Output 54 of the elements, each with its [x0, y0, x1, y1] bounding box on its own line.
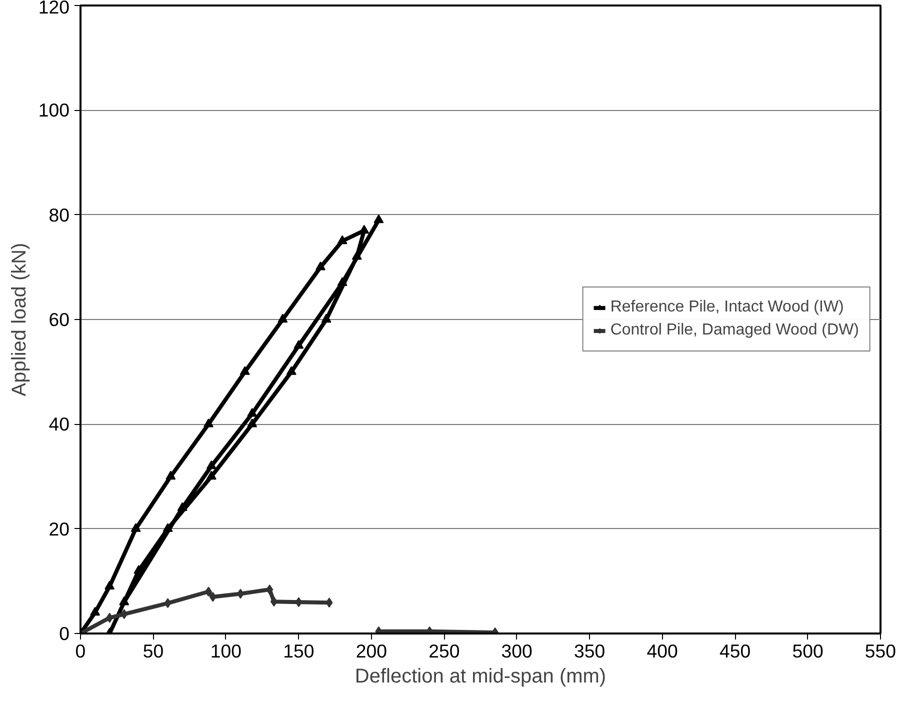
point	[177, 502, 188, 511]
x-tick-label: 50	[142, 640, 164, 662]
y-tick-label: 100	[38, 100, 70, 121]
y-tick-label: 0	[59, 623, 70, 644]
point	[106, 612, 114, 623]
point	[119, 596, 130, 606]
x-tick-label: 550	[864, 640, 896, 662]
y-tick-label: 40	[48, 414, 70, 435]
x-tick-label: 250	[428, 640, 460, 662]
point	[247, 418, 258, 428]
point	[270, 596, 278, 607]
point	[278, 314, 288, 323]
point	[352, 251, 362, 260]
point	[316, 261, 326, 270]
x-tick-label: 150	[283, 640, 314, 662]
point	[359, 224, 370, 234]
x-tick-label: 400	[646, 640, 678, 662]
point	[130, 523, 141, 532]
point	[166, 470, 176, 480]
point	[295, 597, 302, 608]
point	[266, 584, 274, 595]
x-axis-title: Deflection at mid-span (mm)	[354, 666, 606, 688]
point	[162, 523, 173, 532]
y-tick-label: 20	[48, 518, 70, 540]
x-tick-label: 200	[356, 640, 387, 662]
y-axis-title: Applied load (kN)	[8, 242, 30, 396]
point	[337, 277, 348, 286]
point	[90, 606, 100, 616]
point	[164, 598, 172, 608]
point	[104, 580, 115, 590]
point	[206, 460, 216, 470]
point	[286, 366, 296, 375]
point	[209, 592, 216, 602]
x-tick-label: 0	[75, 640, 86, 662]
point	[294, 340, 304, 349]
point	[206, 470, 216, 480]
point	[247, 408, 258, 417]
legend-label: Reference Pile, Intact Wood (IW)	[610, 298, 844, 316]
x-tick-label: 100	[210, 640, 242, 662]
y-tick-label: 120	[38, 0, 70, 18]
point	[240, 366, 250, 375]
point	[204, 418, 214, 428]
point	[321, 314, 332, 323]
y-tick-label: 80	[48, 204, 70, 226]
x-tick-label: 350	[574, 640, 606, 662]
x-tick-label: 300	[501, 640, 532, 662]
x-tick-label: 450	[719, 640, 751, 662]
point	[326, 598, 333, 608]
x-tick-label: 500	[792, 640, 824, 662]
legend-label: Control Pile, Damaged Wood (DW)	[610, 322, 859, 340]
y-tick-label: 60	[48, 309, 70, 330]
point	[120, 609, 128, 620]
point	[374, 214, 384, 224]
point	[337, 235, 348, 244]
